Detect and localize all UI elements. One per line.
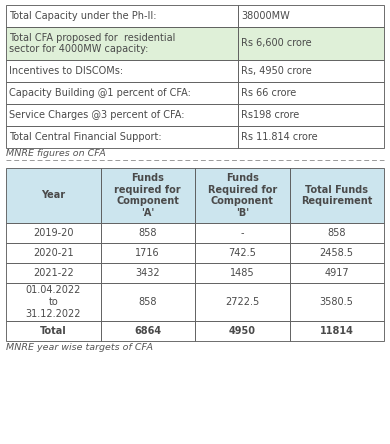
Bar (289, 283, 384, 321)
Bar (195, 168, 289, 223)
Bar (101, 168, 195, 223)
Bar (6, 243, 101, 263)
Text: 2021-22: 2021-22 (33, 268, 74, 278)
Bar (101, 283, 195, 321)
Bar (6, 126, 238, 148)
Text: Funds
required for
Component
'A': Funds required for Component 'A' (114, 173, 181, 218)
Bar (195, 283, 289, 321)
Bar (6, 104, 238, 126)
Bar (289, 263, 384, 283)
Text: 2019-20: 2019-20 (33, 228, 73, 238)
Bar (289, 321, 384, 341)
Text: Rs 6,600 crore: Rs 6,600 crore (241, 39, 312, 48)
Text: MNRE figures on CFA: MNRE figures on CFA (6, 149, 106, 158)
Bar (238, 60, 384, 82)
Text: Rs198 crore: Rs198 crore (241, 110, 300, 120)
Text: Service Charges @3 percent of CFA:: Service Charges @3 percent of CFA: (9, 110, 184, 120)
Bar (195, 223, 289, 243)
Bar (195, 263, 289, 283)
Bar (6, 283, 101, 321)
Text: 2722.5: 2722.5 (225, 297, 259, 307)
Text: 742.5: 742.5 (228, 248, 256, 258)
Text: Total Funds
Requirement: Total Funds Requirement (301, 185, 372, 206)
Text: Total CFA proposed for  residential
sector for 4000MW capacity:: Total CFA proposed for residential secto… (9, 33, 176, 54)
Bar (6, 321, 101, 341)
Bar (195, 243, 289, 263)
Text: 38000MW: 38000MW (241, 11, 290, 21)
Text: Funds
Required for
Component
'B': Funds Required for Component 'B' (207, 173, 277, 218)
Bar (238, 27, 384, 60)
Text: 1716: 1716 (135, 248, 160, 258)
Text: 01.04.2022
to
31.12.2022: 01.04.2022 to 31.12.2022 (25, 285, 81, 319)
Text: 11814: 11814 (320, 326, 354, 336)
Bar (238, 104, 384, 126)
Bar (6, 27, 238, 60)
Text: 858: 858 (328, 228, 346, 238)
Text: Year: Year (41, 190, 65, 201)
Text: 4917: 4917 (324, 268, 349, 278)
Text: Capacity Building @1 percent of CFA:: Capacity Building @1 percent of CFA: (9, 88, 191, 98)
Text: -: - (241, 228, 244, 238)
Bar (6, 168, 101, 223)
Text: 858: 858 (138, 228, 157, 238)
Text: Total: Total (40, 326, 67, 336)
Bar (6, 223, 101, 243)
Bar (101, 223, 195, 243)
Text: 3580.5: 3580.5 (320, 297, 354, 307)
Bar (6, 5, 238, 27)
Text: MNRE year wise targets of CFA: MNRE year wise targets of CFA (6, 343, 153, 352)
Text: Rs 11.814 crore: Rs 11.814 crore (241, 132, 318, 142)
Bar (238, 5, 384, 27)
Bar (195, 321, 289, 341)
Bar (289, 223, 384, 243)
Text: 3432: 3432 (135, 268, 160, 278)
Bar (101, 263, 195, 283)
Text: 2458.5: 2458.5 (320, 248, 354, 258)
Bar (238, 82, 384, 104)
Bar (289, 243, 384, 263)
Text: Total Capacity under the Ph-II:: Total Capacity under the Ph-II: (9, 11, 156, 21)
Bar (238, 126, 384, 148)
Text: 4950: 4950 (229, 326, 256, 336)
Bar (101, 321, 195, 341)
Text: Total Central Financial Support:: Total Central Financial Support: (9, 132, 161, 142)
Text: Rs 66 crore: Rs 66 crore (241, 88, 297, 98)
Bar (6, 263, 101, 283)
Bar (101, 243, 195, 263)
Text: Incentives to DISCOMs:: Incentives to DISCOMs: (9, 66, 123, 76)
Bar (6, 82, 238, 104)
Text: 858: 858 (138, 297, 157, 307)
Text: Rs, 4950 crore: Rs, 4950 crore (241, 66, 312, 76)
Text: 6864: 6864 (134, 326, 161, 336)
Text: 2020-21: 2020-21 (33, 248, 74, 258)
Text: 1485: 1485 (230, 268, 255, 278)
Bar (289, 168, 384, 223)
Bar (6, 60, 238, 82)
